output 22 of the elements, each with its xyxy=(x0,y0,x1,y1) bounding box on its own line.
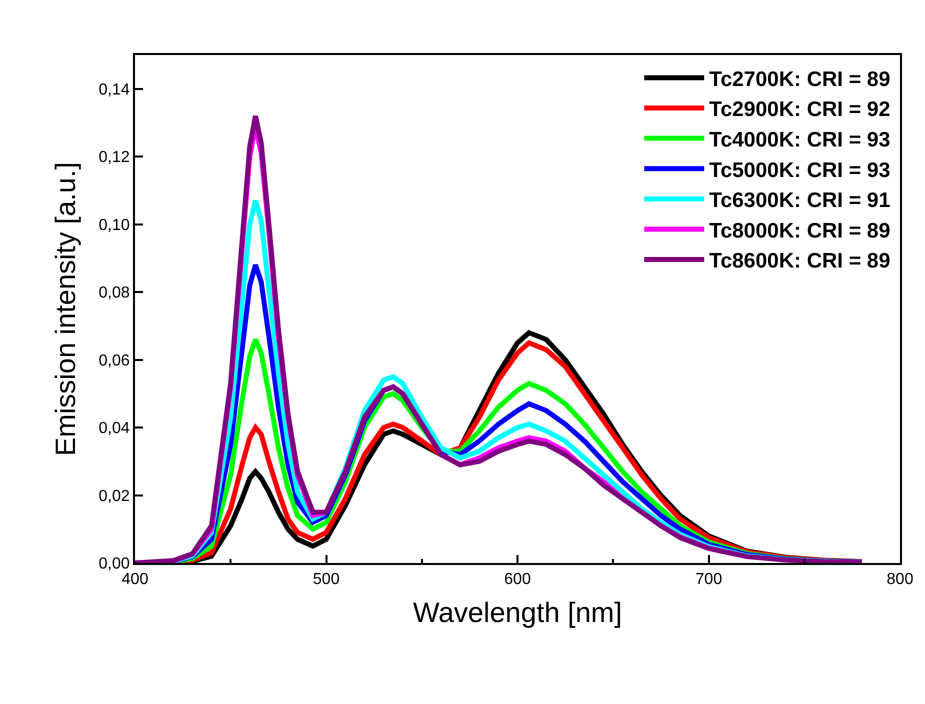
x-tick-label: 500 xyxy=(312,571,340,588)
y-tick-label: 0,00 xyxy=(98,556,130,573)
legend-label: Tc6300K: CRI = 91 xyxy=(709,189,891,212)
y-tick-label: 0,08 xyxy=(98,284,130,302)
y-tick-label: 0,14 xyxy=(98,81,130,98)
x-tick-label: 400 xyxy=(122,571,148,588)
y-axis-title: Emission intensity [a.u.] xyxy=(50,162,81,456)
legend-label: Tc4000K: CRI = 93 xyxy=(709,128,890,152)
y-tick-label: 0,06 xyxy=(98,352,130,370)
y-tick-label: 0,12 xyxy=(98,149,130,166)
legend-label: Tc8000K: CRI = 89 xyxy=(709,219,890,242)
y-tick-label: 0,02 xyxy=(98,488,130,505)
legend-label: Tc2900K: CRI = 92 xyxy=(709,98,890,122)
y-tick-label: 0,10 xyxy=(98,216,130,234)
legend-label: Tc2700K: CRI = 89 xyxy=(709,68,890,91)
x-tick-label: 800 xyxy=(886,571,914,588)
x-tick-label: 700 xyxy=(695,571,722,588)
y-tick-label: 0,04 xyxy=(98,420,130,438)
x-tick-label: 600 xyxy=(504,571,531,588)
x-axis-title: Wavelength [nm] xyxy=(412,596,622,628)
legend-label: Tc5000K: CRI = 93 xyxy=(709,158,890,182)
legend-label: Tc8600K: CRI = 89 xyxy=(709,250,890,273)
